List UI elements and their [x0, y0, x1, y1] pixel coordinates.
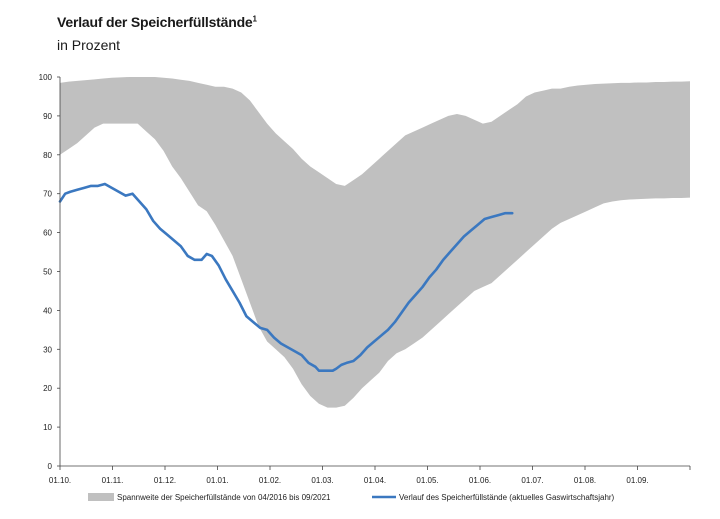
legend: Spannweite der Speicherfüllstände von 04…: [88, 493, 615, 502]
y-tick-label: 90: [43, 112, 52, 121]
x-tick-label: 01.06.: [469, 476, 491, 485]
x-tick-label: 01.02.: [259, 476, 281, 485]
y-tick-label: 20: [43, 384, 52, 393]
y-tick-label: 50: [43, 268, 52, 277]
x-tick-label: 01.07.: [521, 476, 543, 485]
y-tick-label: 30: [43, 345, 52, 354]
range-band-area: [60, 77, 690, 408]
y-tick-label: 100: [39, 73, 53, 82]
y-tick-label: 40: [43, 306, 52, 315]
y-tick-label: 10: [43, 423, 52, 432]
range-band-layer: [60, 77, 690, 408]
title-footnote-marker: 1: [252, 14, 257, 24]
legend-band-label: Spannweite der Speicherfüllstände von 04…: [117, 493, 331, 502]
x-tick-label: 01.08.: [574, 476, 596, 485]
chart-subtitle: in Prozent: [57, 37, 121, 53]
y-tick-label: 0: [48, 462, 53, 471]
x-tick-label: 01.10.: [49, 476, 71, 485]
axes: 0 10 20 30 40 50 60 70 80 90 100 01.10. 01.11. 01.12.…: [39, 73, 691, 485]
legend-line-label: Verlauf des Speicherfüllstände (aktuelle…: [399, 493, 615, 502]
chart-title: Verlauf der Speicherfüllstände1: [57, 14, 257, 30]
x-tick-label: 01.12.: [154, 476, 176, 485]
x-tick-label: 01.05.: [416, 476, 438, 485]
x-tick-label: 01.11.: [102, 476, 124, 485]
legend-band-swatch: [88, 493, 114, 501]
current-level-line-layer: [58, 182, 514, 372]
x-tick-label: 01.04.: [364, 476, 386, 485]
x-tick-label: 01.09.: [626, 476, 648, 485]
y-tick-label: 60: [43, 229, 52, 238]
y-tick-label: 80: [43, 151, 52, 160]
x-tick-label: 01.03.: [311, 476, 333, 485]
chart-title-text: Verlauf der Speicherfüllstände: [57, 14, 253, 30]
x-tick-label: 01.01.: [206, 476, 228, 485]
y-tick-label: 70: [43, 190, 52, 199]
current-level-line: [58, 182, 514, 372]
